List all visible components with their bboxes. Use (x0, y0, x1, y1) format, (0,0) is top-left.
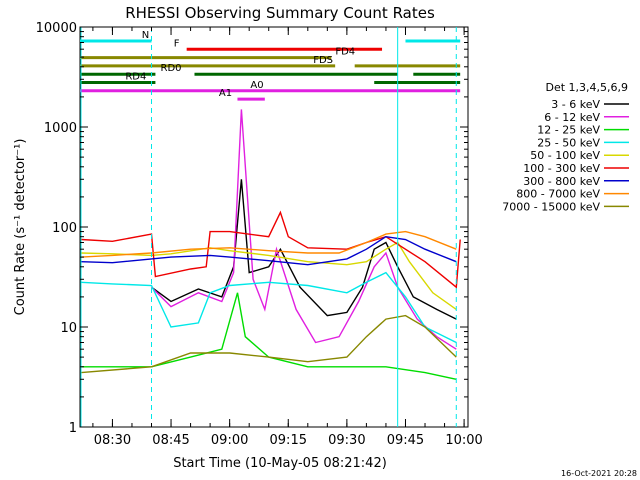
flag-label-F: F (174, 38, 180, 49)
x-tick-label: 09:30 (328, 433, 365, 448)
series-line-3 (81, 271, 457, 344)
flag-label-N: N (142, 30, 149, 41)
chart-title: RHESSI Observing Summary Count Rates (125, 4, 435, 22)
legend-label-8: 7000 - 15000 keV (502, 200, 600, 213)
legend-label-4: 50 - 100 keV (530, 149, 600, 162)
flag-label-A1: A1 (219, 88, 232, 99)
x-tick-label: 10:00 (445, 433, 482, 448)
series-line-6 (81, 235, 457, 266)
legend-label-0: 3 - 6 keV (551, 98, 600, 111)
y-tick-label: 1 (69, 421, 77, 436)
legend-label-5: 100 - 300 keV (523, 162, 600, 175)
axis-tick-layer: 1 10 100 1000 10000 08:30 08:45 09:00 09:15 09:30… (36, 21, 483, 448)
y-tick-label: 10 (60, 321, 77, 336)
legend-label-1: 6 - 12 keV (544, 111, 600, 124)
x-tick-label: 09:45 (387, 433, 424, 448)
flag-label-RD0: RD0 (161, 63, 182, 74)
legend-label-3: 25 - 50 keV (537, 136, 600, 149)
flag-label-A0: A0 (250, 80, 263, 91)
x-tick-label: 08:45 (152, 433, 189, 448)
y-tick-label: 10000 (36, 21, 77, 36)
flag-label-FD4: FD4 (335, 47, 355, 58)
x-tick-label: 08:30 (94, 433, 131, 448)
legend-title: Det 1,3,4,5,6,9 (545, 81, 628, 94)
flag-label-RD4: RD4 (125, 72, 146, 83)
flag-label-FDS: FDS (313, 55, 333, 66)
y-tick-label: 1000 (44, 121, 77, 136)
legend-label-7: 800 - 7000 keV (516, 188, 600, 201)
x-tick-label: 09:00 (211, 433, 248, 448)
series-line-5 (81, 210, 461, 289)
series-line-4 (81, 241, 457, 310)
x-tick-label: 09:15 (270, 433, 307, 448)
footer-timestamp: 16-Oct-2021 20:28 (561, 469, 637, 478)
legend-label-6: 300 - 800 keV (523, 175, 600, 188)
legend-label-2: 12 - 25 keV (537, 124, 600, 137)
series-line-8 (81, 314, 457, 374)
x-axis-label: Start Time (10-May-05 08:21:42) (173, 456, 387, 471)
y-axis-label: Count Rate (s⁻¹ detector⁻¹) (13, 139, 28, 316)
y-tick-label: 100 (52, 221, 77, 236)
series-line-2 (81, 292, 457, 380)
